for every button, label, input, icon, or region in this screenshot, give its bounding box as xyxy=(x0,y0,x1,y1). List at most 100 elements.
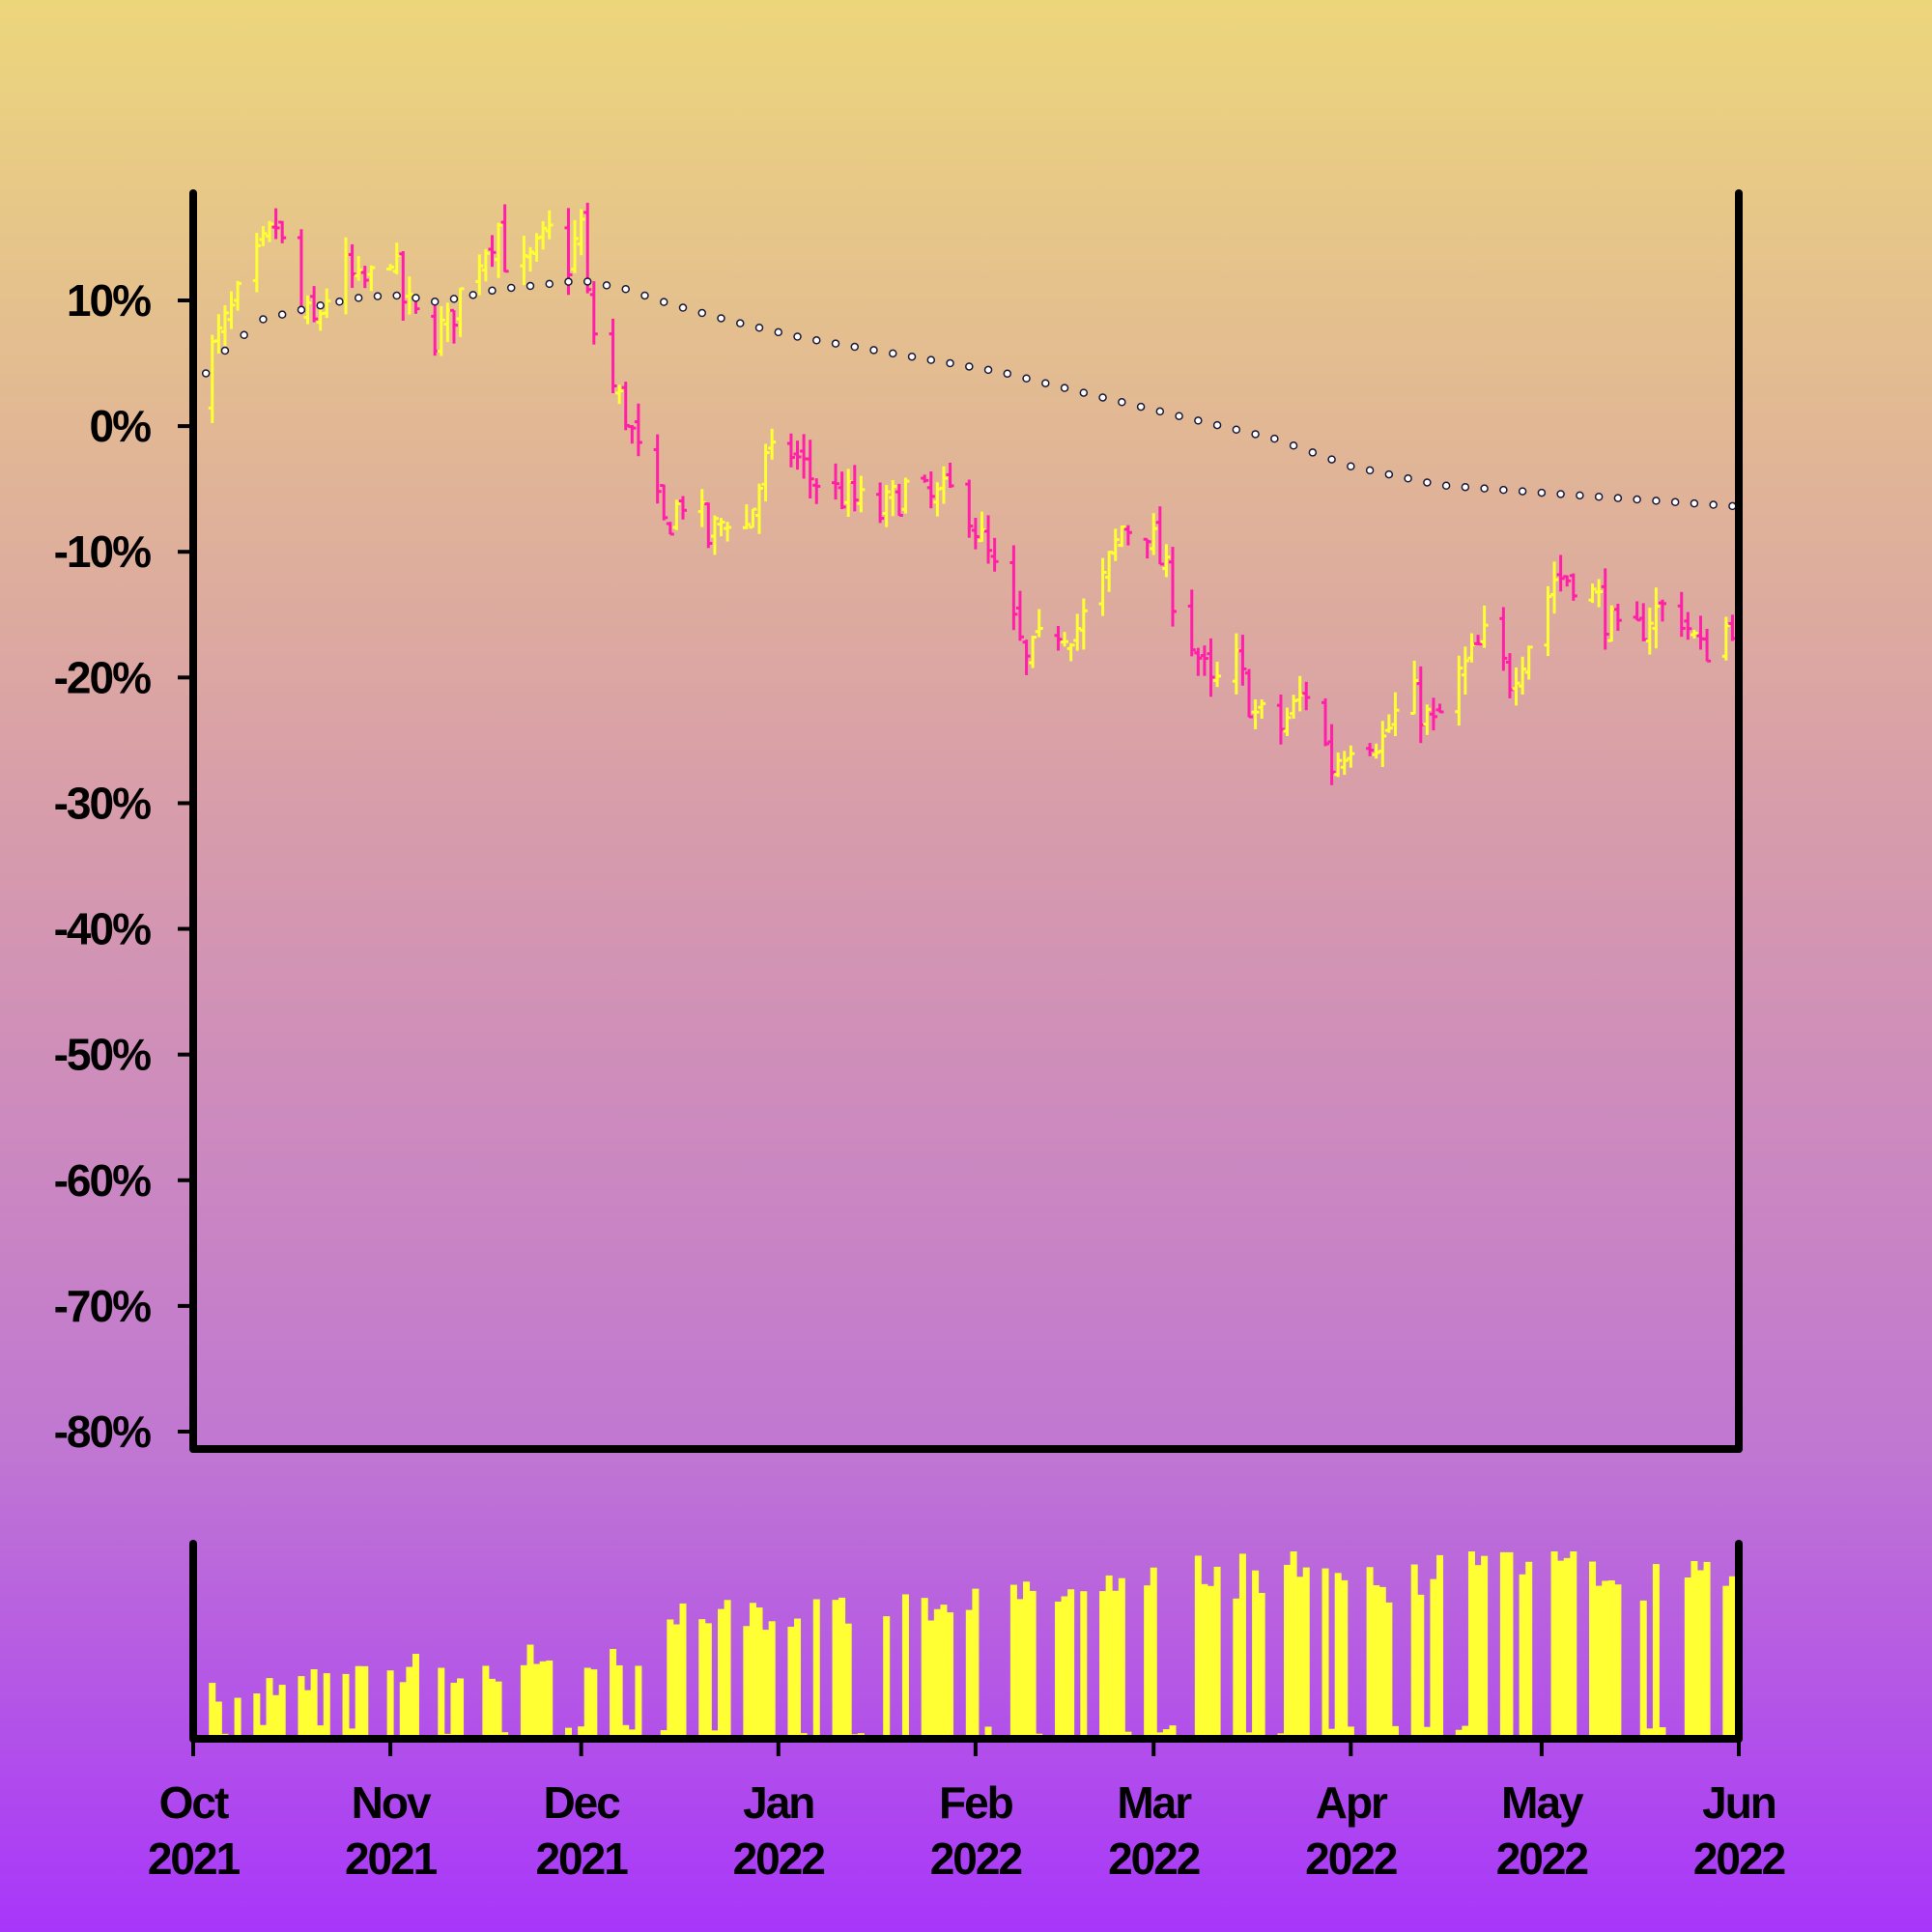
ohlc-bar xyxy=(399,250,408,321)
y-tick-label: 0% xyxy=(90,401,152,451)
volume-bar xyxy=(812,1599,820,1739)
ohlc-bar xyxy=(704,502,713,549)
moving-average-marker xyxy=(1003,369,1012,379)
ohlc-bar xyxy=(449,308,458,344)
moving-average-marker xyxy=(697,308,706,318)
ohlc-bar xyxy=(768,428,777,460)
volume-bar xyxy=(965,1609,973,1739)
moving-average-marker xyxy=(449,295,459,303)
ohlc-bar xyxy=(1015,590,1024,641)
volume-bar xyxy=(718,1608,725,1739)
volume-bar xyxy=(406,1666,413,1739)
ohlc-bar xyxy=(1194,647,1203,676)
moving-average-marker xyxy=(793,332,802,341)
moving-average-marker xyxy=(1576,491,1584,500)
moving-average-marker xyxy=(1365,466,1375,475)
volume-bar xyxy=(1391,1725,1399,1739)
ohlc-bar xyxy=(710,515,719,555)
ohlc-bar xyxy=(1155,506,1164,566)
volume-bar xyxy=(635,1665,642,1739)
volume-bar xyxy=(1334,1573,1342,1739)
volume-bar xyxy=(399,1682,407,1739)
ohlc-bar xyxy=(234,280,242,311)
ohlc-bar xyxy=(1022,639,1031,675)
ohlc-bar xyxy=(876,482,885,524)
volume-bar xyxy=(787,1626,795,1739)
moving-average-marker xyxy=(277,310,287,319)
ohlc-bar xyxy=(1073,613,1082,651)
ohlc-bar xyxy=(571,219,580,273)
volume-bar xyxy=(488,1678,496,1739)
ohlc-bar xyxy=(895,483,903,517)
ohlc-bar xyxy=(1245,668,1254,719)
ohlc-bar xyxy=(431,303,440,356)
volume-bar xyxy=(450,1682,458,1739)
ohlc-bar xyxy=(297,229,305,315)
moving-average-marker xyxy=(1232,425,1241,435)
ohlc-bar xyxy=(545,210,554,240)
moving-average-marker xyxy=(1709,500,1718,509)
moving-average-marker xyxy=(430,298,440,306)
volume-bar xyxy=(749,1603,756,1739)
ohlc-bar xyxy=(1461,646,1469,696)
ohlc-bar xyxy=(812,478,821,504)
ohlc-bar xyxy=(838,471,846,510)
ohlc-bar xyxy=(666,522,674,536)
ohlc-bar xyxy=(1290,695,1298,719)
ohlc-bar xyxy=(1213,662,1222,688)
ohlc-bar xyxy=(1519,656,1527,695)
ohlc-bar xyxy=(1238,635,1247,686)
volume-bar xyxy=(1105,1575,1113,1739)
axes: 10% 0% -10% -20% -30% -40% -50% -60% -70% -80% Oct… xyxy=(54,189,1787,1884)
ohlc-bar xyxy=(220,305,229,347)
moving-average-marker xyxy=(1461,482,1470,492)
ohlc-bar xyxy=(786,433,795,468)
ohlc-bar xyxy=(697,489,706,527)
volume-bar xyxy=(1519,1574,1526,1739)
moving-average-marker xyxy=(1404,474,1412,483)
ohlc-bar xyxy=(500,204,509,273)
ohlc-bar xyxy=(1556,554,1565,592)
moving-average-marker xyxy=(1136,402,1146,412)
moving-average-marker xyxy=(1556,490,1565,498)
volume-bar xyxy=(1347,1726,1354,1739)
ohlc-bar xyxy=(1435,703,1444,714)
ohlc-bar xyxy=(214,314,223,355)
ohlc-bar xyxy=(1251,699,1260,729)
ohlc-bar xyxy=(437,306,445,356)
volume-bar xyxy=(1378,1586,1386,1739)
moving-average-marker xyxy=(621,285,630,294)
volume-panel xyxy=(189,1551,1743,1739)
y-tick-label: -10% xyxy=(54,526,151,577)
moving-average-marker xyxy=(831,339,840,348)
moving-average-marker xyxy=(1270,434,1279,443)
moving-average-marker xyxy=(373,292,383,300)
moving-average-marker xyxy=(1308,448,1318,457)
volume-bar xyxy=(1144,1585,1151,1739)
moving-average-marker xyxy=(1155,407,1165,416)
volume-bar xyxy=(755,1607,763,1739)
ohlc-bar xyxy=(1524,645,1533,680)
moving-average-marker xyxy=(545,279,554,289)
moving-average-marker xyxy=(259,315,268,324)
ohlc-bar xyxy=(1595,579,1604,608)
ohlc-bar xyxy=(1690,630,1698,639)
x-tick-month-label: Jan xyxy=(743,1777,813,1828)
ohlc-bar xyxy=(1276,694,1285,745)
ohlc-bar xyxy=(850,465,859,512)
volume-bar xyxy=(768,1621,776,1739)
moving-average-marker xyxy=(1022,374,1031,384)
x-tick-year-label: 2021 xyxy=(345,1833,438,1884)
volume-bar xyxy=(1029,1590,1037,1739)
volume-bar xyxy=(1703,1561,1711,1739)
ohlc-bar xyxy=(539,221,548,250)
ohlc-bar xyxy=(901,477,910,514)
volume-bar xyxy=(844,1623,852,1739)
volume-bar xyxy=(1430,1578,1437,1739)
ohlc-bar xyxy=(1544,585,1552,657)
volume-bar xyxy=(438,1667,445,1739)
volume-bar xyxy=(1067,1589,1075,1739)
volume-bar xyxy=(1385,1602,1393,1739)
ohlc-bar xyxy=(1232,633,1240,695)
